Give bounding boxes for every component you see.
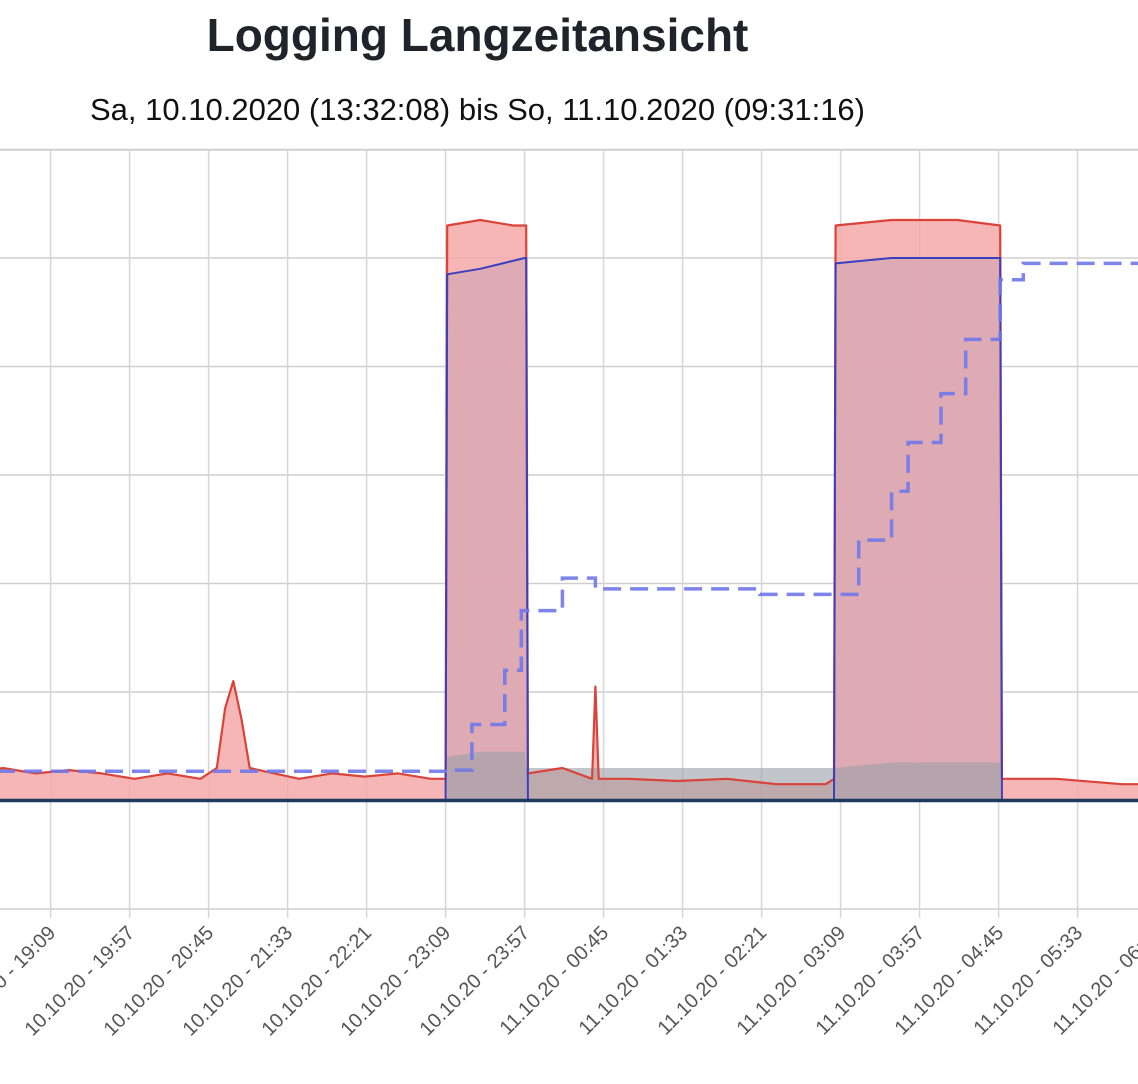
- chart-title: Logging Langzeitansicht: [206, 9, 749, 61]
- series-layer: [0, 218, 1138, 803]
- blue-area-fill: [0, 258, 1138, 801]
- grey-area-fill: [447, 751, 1001, 801]
- red-series-line: [0, 218, 1138, 786]
- chart-subtitle: Sa, 10.10.2020 (13:32:08) bis So, 11.10.…: [90, 92, 865, 127]
- dashed-step-line: [0, 261, 1138, 773]
